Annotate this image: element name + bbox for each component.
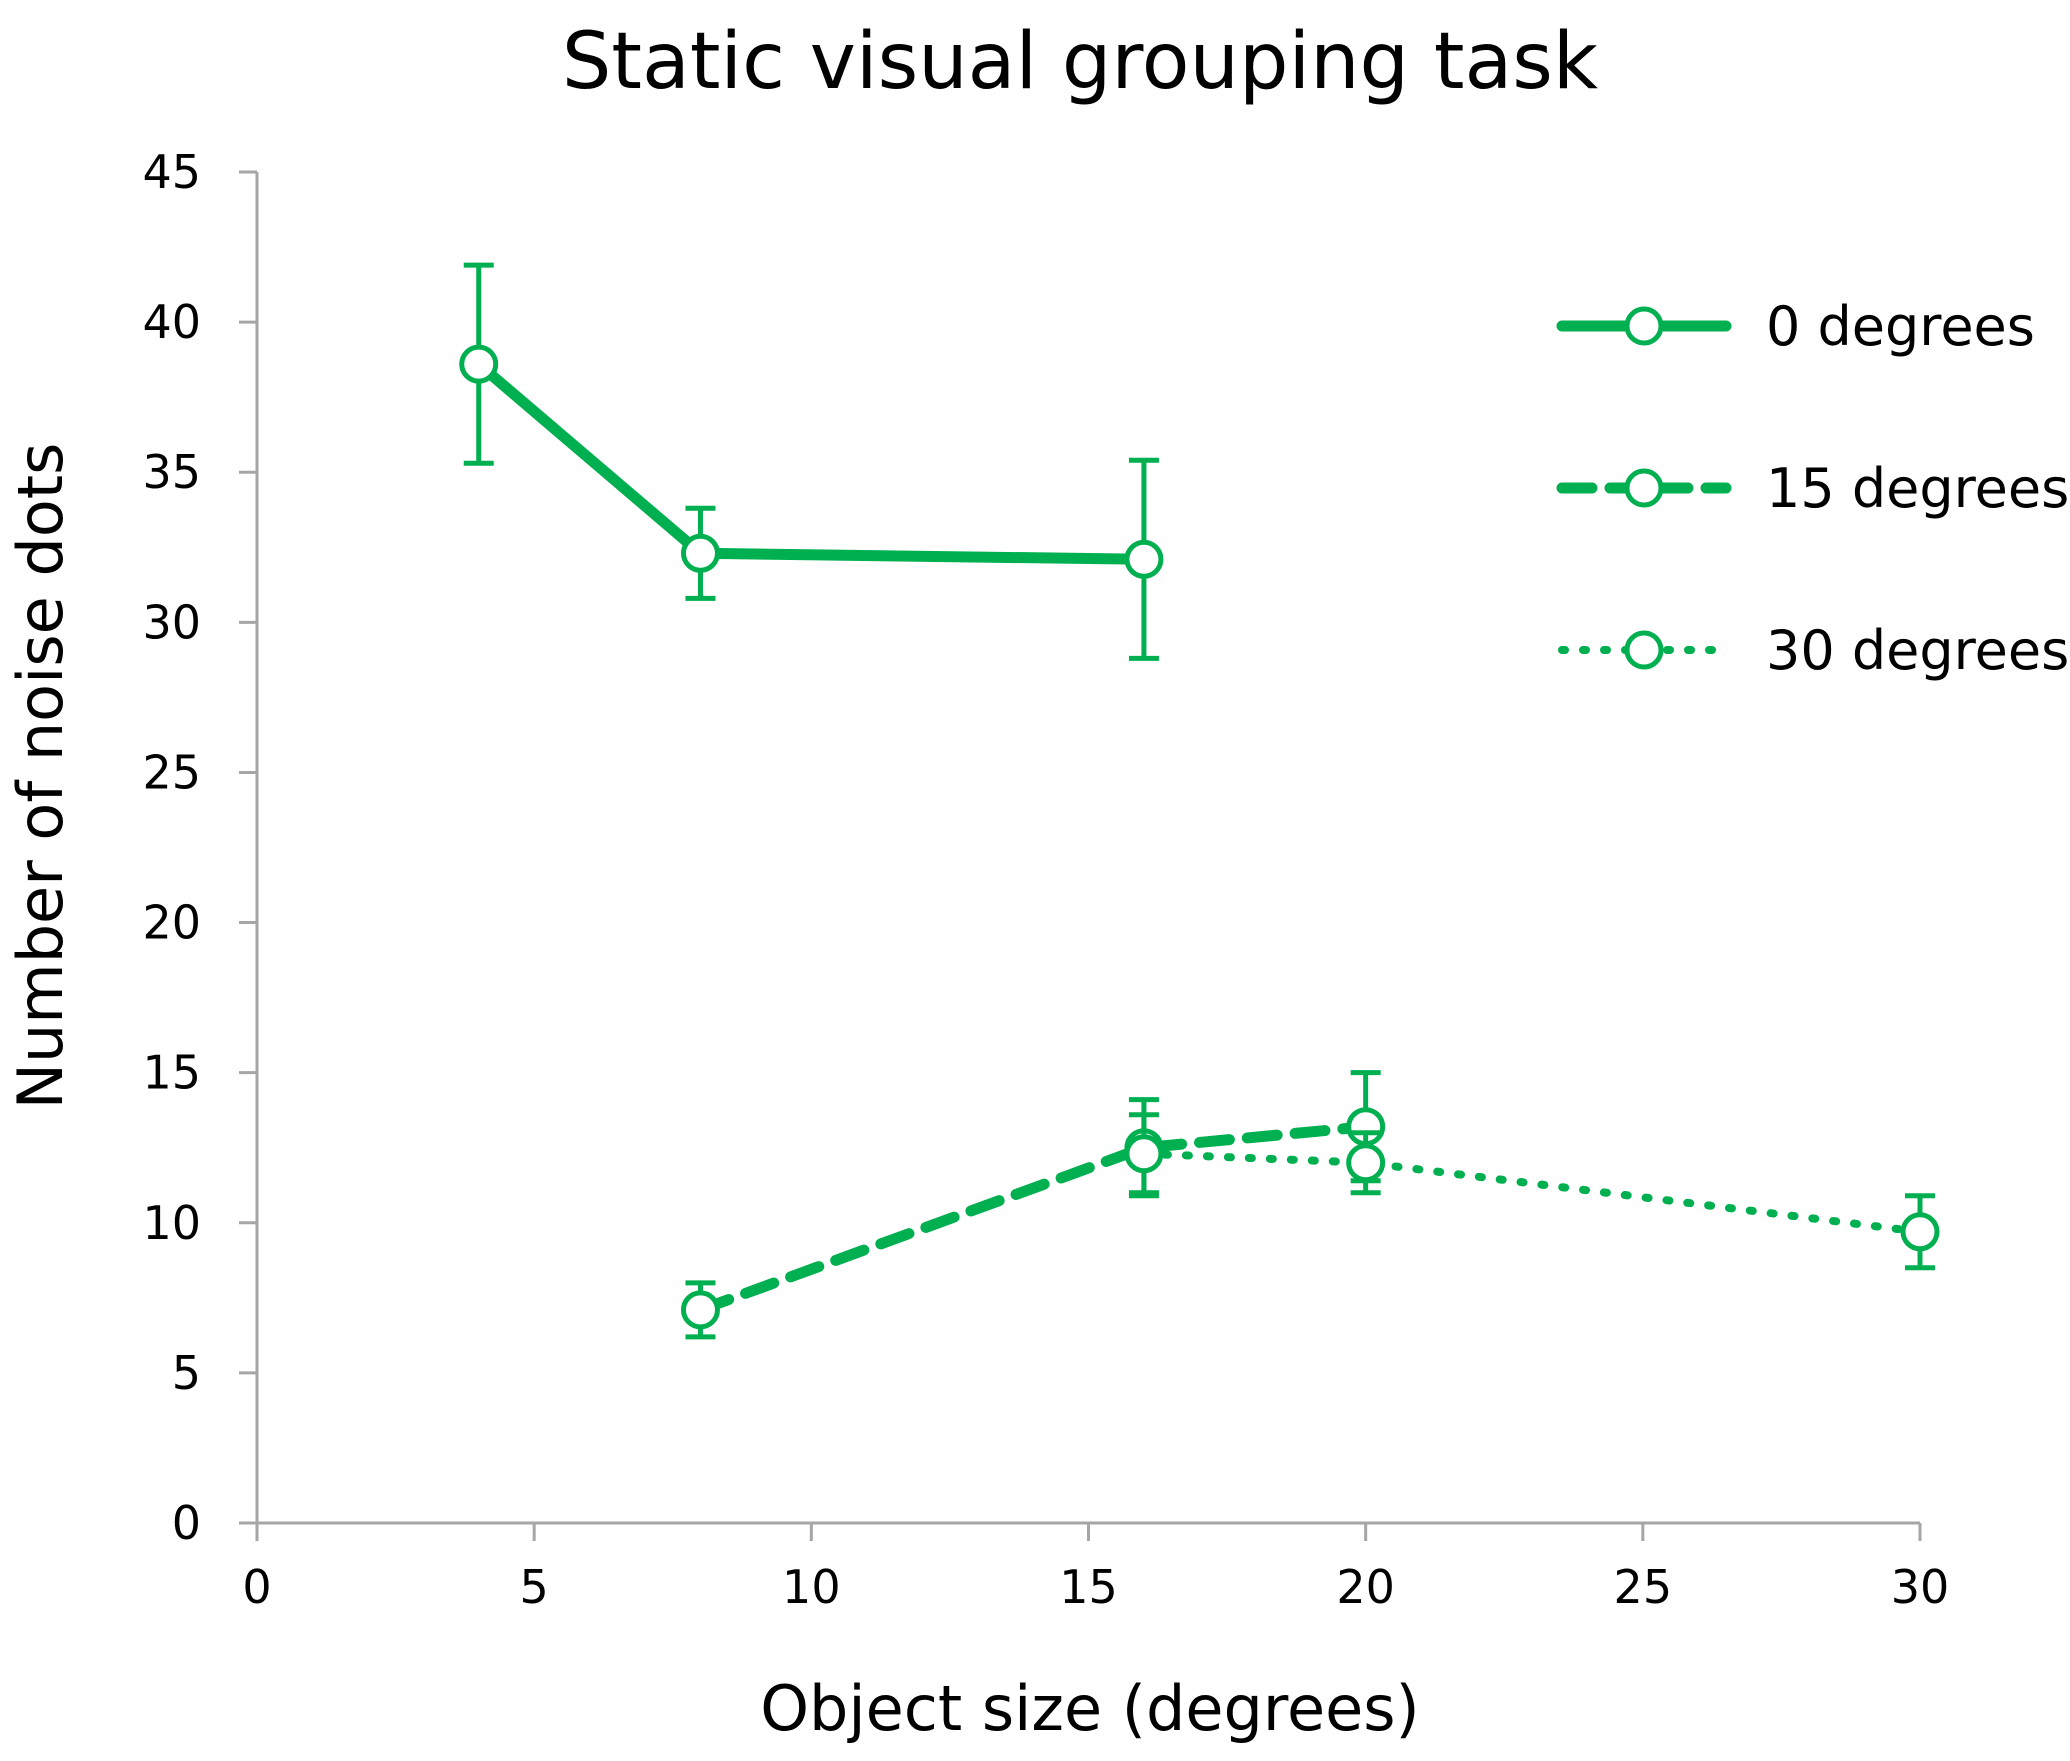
data-point (680, 533, 720, 573)
data-point (1346, 1143, 1386, 1183)
y-tick-label: 45 (142, 145, 201, 199)
y-tick-label: 20 (142, 896, 201, 950)
legend-label: 15 degrees (1766, 457, 2069, 520)
y-tick-label: 25 (142, 745, 201, 799)
y-tick-label: 15 (142, 1046, 201, 1100)
series-1 (680, 1070, 1386, 1340)
y-tick-label: 0 (172, 1496, 201, 1550)
legend-label: 0 degrees (1766, 295, 2035, 358)
x-axis-label: Object size (degrees) (760, 1672, 1420, 1745)
chart-title: Static visual grouping task (562, 17, 1598, 107)
series-2 (1124, 1112, 1940, 1271)
series-line (1139, 1149, 1924, 1236)
series-line (473, 358, 1150, 565)
x-tick-label: 15 (1059, 1560, 1118, 1614)
series-line (694, 1121, 1372, 1316)
data-point (1124, 539, 1164, 579)
x-tick-label: 0 (242, 1560, 271, 1614)
x-tick-label: 20 (1336, 1560, 1395, 1614)
legend-swatch-marker (1624, 630, 1664, 670)
data-point (1124, 1134, 1164, 1174)
x-tick-label: 30 (1891, 1560, 1950, 1614)
data-point (459, 344, 499, 384)
x-tick-label: 5 (520, 1560, 549, 1614)
x-tick-label: 10 (782, 1560, 841, 1614)
legend-swatch-marker (1624, 468, 1664, 508)
legend-swatch-marker (1624, 306, 1664, 346)
legend-label: 30 degrees (1766, 619, 2069, 682)
axes: 0 5 10 15 20 25 30 35 40 45 0 5 10 15 20 25 30 (142, 145, 1949, 1614)
data-point (680, 1290, 720, 1330)
legend-item: 15 degrees (1556, 457, 2069, 520)
plot-area (459, 262, 1940, 1340)
y-tick-label: 40 (142, 295, 201, 349)
x-tick-label: 25 (1614, 1560, 1673, 1614)
y-tick-label: 35 (142, 445, 201, 499)
y-tick-label: 5 (172, 1346, 201, 1400)
legend-item: 0 degrees (1556, 295, 2035, 358)
y-tick-label: 10 (142, 1196, 201, 1250)
y-axis-label: Number of noise dots (4, 443, 77, 1110)
legend-item: 30 degrees (1558, 619, 2069, 682)
series-0 (459, 262, 1164, 661)
legend: 0 degrees 15 degrees 30 degrees (1556, 295, 2069, 682)
y-tick-label: 30 (142, 595, 201, 649)
data-point (1900, 1212, 1940, 1252)
